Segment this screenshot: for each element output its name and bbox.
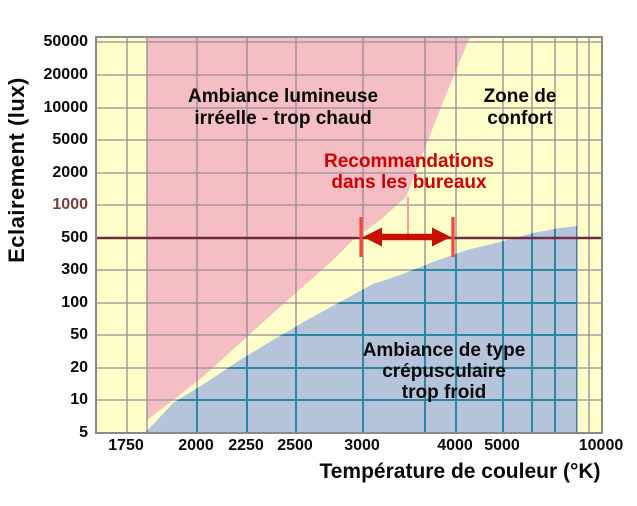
y-tick-label: 500 [61, 229, 88, 246]
zone-label-comfort: Zone de confort [440, 86, 600, 130]
x-tick-label: 1750 [108, 437, 144, 454]
arrowhead-left-icon [363, 227, 382, 247]
y-tick-label: 50000 [43, 33, 89, 50]
zone-label-too-cold-line3: trop froid [401, 382, 487, 403]
y-tick-label: 20 [70, 359, 88, 376]
y-tick-label: 1000 [52, 196, 88, 213]
annotation-line1: Recommandations [324, 151, 494, 172]
zone-label-too-cold: Ambiance de type crépusculaire trop froi… [334, 340, 554, 403]
y-tick-label: 100 [61, 294, 88, 311]
x-tick-label: 3000 [344, 437, 380, 454]
y-tick-label: 5 [79, 424, 88, 441]
zone-label-too-warm-line1: Ambiance lumineuse [187, 86, 379, 107]
y-tick-label: 300 [61, 261, 88, 278]
arrowhead-right-icon [432, 227, 451, 247]
x-tick-label: 2250 [228, 437, 264, 454]
x-tick-label: 2000 [178, 437, 214, 454]
y-tick-label: 20000 [43, 66, 89, 83]
zone-label-too-warm: Ambiance lumineuse irréelle - trop chaud [148, 86, 418, 130]
y-tick-label: 5000 [52, 131, 88, 148]
x-tick-label: 2500 [277, 437, 313, 454]
zone-label-too-warm-line2: irréelle - trop chaud [194, 108, 372, 129]
zone-label-comfort-line1: Zone de [483, 86, 557, 107]
x-tick-label: 4000 [437, 437, 473, 454]
y-tick-label: 10000 [43, 99, 89, 116]
zone-label-too-cold-line2: crépusculaire [382, 361, 506, 382]
zone-label-too-cold-line1: Ambiance de type [362, 340, 526, 361]
plot-border [95, 36, 603, 434]
x-tick-label: 10000 [578, 437, 624, 454]
y-tick-label: 2000 [52, 164, 88, 181]
y-tick-label: 10 [70, 391, 88, 408]
x-tick-label: 5000 [484, 437, 520, 454]
zone-label-comfort-line2: confort [487, 108, 553, 129]
y-tick-label: 50 [70, 326, 88, 343]
zone-too-warm [147, 37, 470, 420]
annotation-office-recommendation: Recommandations dans les bureaux [299, 151, 519, 193]
annotation-line2: dans les bureaux [331, 172, 487, 193]
x-axis-title: Température de couleur (°K) [319, 460, 601, 483]
